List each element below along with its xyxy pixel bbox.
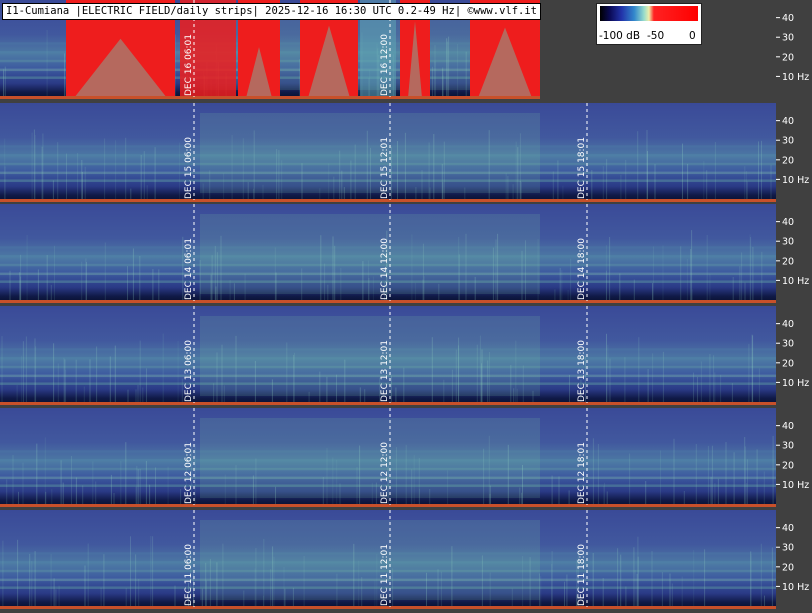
strip-baseline (0, 606, 776, 609)
axis-margin (776, 204, 812, 304)
strip-svg: 40 30 20 10 Hz DEC 12 06:01 DEC 12 12:00 DEC 1… (0, 408, 812, 508)
time-marker-label: DEC 13 18:00 (577, 340, 587, 402)
strip-baseline (0, 402, 776, 405)
harmonic-bands (0, 552, 776, 589)
strip-background (0, 306, 776, 404)
time-marker-label: DEC 14 06:01 (184, 238, 194, 300)
time-marker-label: DEC 13 06:00 (184, 340, 194, 402)
daytime-activity (200, 113, 540, 193)
y-tick-label: 20 (782, 562, 794, 573)
noise-streaks (9, 230, 763, 300)
harmonic-bands (0, 145, 776, 182)
daytime-activity (200, 316, 540, 396)
y-tick-label: 30 (782, 136, 794, 147)
strip-background (0, 204, 776, 302)
time-marker-label: DEC 12 18:01 (577, 442, 587, 504)
strip-background (0, 103, 776, 201)
time-marker-label: DEC 12 12:00 (380, 442, 390, 504)
strip-baseline (0, 504, 776, 507)
y-tick-label: 40 (782, 319, 794, 330)
axis-margin (776, 510, 812, 610)
harmonic-bands (0, 450, 776, 487)
y-tick-label: 20 (782, 460, 794, 471)
strip-dec-11: 40 30 20 10 Hz DEC 11 06:00 DEC 11 12:01 DEC 1… (0, 510, 812, 610)
time-marker-label: DEC 12 06:01 (184, 442, 194, 504)
strip-svg: 40 30 20 10 Hz DEC 14 06:01 DEC 14 12:00 DEC 1… (0, 204, 812, 304)
strip-dec-13: 40 30 20 10 Hz DEC 13 06:00 DEC 13 12:01 DEC 1… (0, 306, 812, 406)
strip-baseline (0, 96, 540, 99)
axis-margin (776, 103, 812, 203)
axis-margin (776, 0, 812, 100)
colorbar-min-label: -100 dB (599, 30, 641, 42)
time-marker-label: DEC 14 18:00 (577, 238, 587, 300)
noise-streaks (6, 435, 774, 504)
y-tick-label: 30 (782, 543, 794, 554)
y-tick-label: 40 (782, 217, 794, 228)
time-marker-label: DEC 11 12:01 (380, 544, 390, 606)
axis-margin (776, 306, 812, 406)
strip-background (0, 510, 776, 608)
chart-title: I1-Cumiana |ELECTRIC FIELD/daily strips|… (2, 3, 542, 20)
y-tick-label: 40 (782, 13, 794, 24)
time-marker-label: DEC 11 18:00 (577, 544, 587, 606)
y-tick-label: 10 Hz (782, 378, 809, 389)
y-tick-label: 30 (782, 441, 794, 452)
strip-baseline (0, 199, 776, 202)
daytime-activity (200, 520, 540, 600)
axis-margin (776, 408, 812, 508)
noise-streaks (4, 129, 772, 199)
noise-streaks (1, 333, 760, 402)
y-tick-label: 10 Hz (782, 480, 809, 491)
colorbar-max-label: 0 (689, 30, 696, 42)
time-marker-label: DEC 15 18:01 (577, 137, 587, 199)
strip-baseline (0, 300, 776, 303)
strip-dec-14: 40 30 20 10 Hz DEC 14 06:01 DEC 14 12:00 DEC 1… (0, 204, 812, 304)
daytime-activity (200, 418, 540, 498)
y-tick-label: 30 (782, 237, 794, 248)
strip-svg: 40 30 20 10 Hz DEC 11 06:00 DEC 11 12:01 DEC 1… (0, 510, 812, 610)
time-marker-label: DEC 13 12:01 (380, 340, 390, 402)
time-marker-label: DEC 16 06:01 (184, 34, 194, 96)
time-marker-label: DEC 14 12:00 (380, 238, 390, 300)
strip-svg: 40 30 20 10 Hz DEC 15 06:00 DEC 15 12:01 DEC 1… (0, 103, 812, 203)
strip-background (0, 408, 776, 506)
y-tick-label: 20 (782, 52, 794, 63)
strip-svg: 40 30 20 10 Hz DEC 13 06:00 DEC 13 12:01 DEC 1… (0, 306, 812, 406)
y-tick-label: 10 Hz (782, 276, 809, 287)
colorbar-gradient (600, 6, 698, 21)
strip-dec-15: 40 30 20 10 Hz DEC 15 06:00 DEC 15 12:01 DEC 1… (0, 103, 812, 203)
colorbar: -100 dB -50 0 (596, 3, 702, 45)
time-marker-label: DEC 15 06:00 (184, 137, 194, 199)
y-tick-label: 10 Hz (782, 72, 809, 83)
y-tick-label: 10 Hz (782, 582, 809, 593)
time-marker-label: DEC 16 12:00 (380, 34, 390, 96)
harmonic-bands (0, 246, 776, 283)
y-tick-label: 30 (782, 339, 794, 350)
time-marker-label: DEC 11 06:00 (184, 544, 194, 606)
y-tick-label: 30 (782, 33, 794, 44)
time-marker-label: DEC 15 12:01 (380, 137, 390, 199)
y-tick-label: 20 (782, 358, 794, 369)
y-tick-label: 40 (782, 421, 794, 432)
y-tick-label: 20 (782, 155, 794, 166)
noise-streaks (2, 536, 773, 606)
strip-dec-12: 40 30 20 10 Hz DEC 12 06:01 DEC 12 12:00 DEC 1… (0, 408, 812, 508)
y-tick-label: 10 Hz (782, 175, 809, 186)
y-tick-label: 20 (782, 256, 794, 267)
colorbar-mid-label: -50 (647, 30, 665, 42)
harmonic-bands (0, 348, 776, 385)
y-tick-label: 40 (782, 523, 794, 534)
daytime-activity (200, 214, 540, 294)
y-tick-label: 40 (782, 116, 794, 127)
